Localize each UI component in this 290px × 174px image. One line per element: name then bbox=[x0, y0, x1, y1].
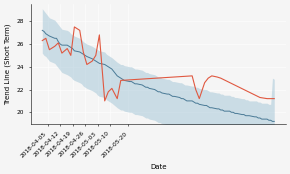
X-axis label: Date: Date bbox=[150, 164, 166, 170]
Y-axis label: Trend Line (Short Term): Trend Line (Short Term) bbox=[4, 23, 11, 105]
